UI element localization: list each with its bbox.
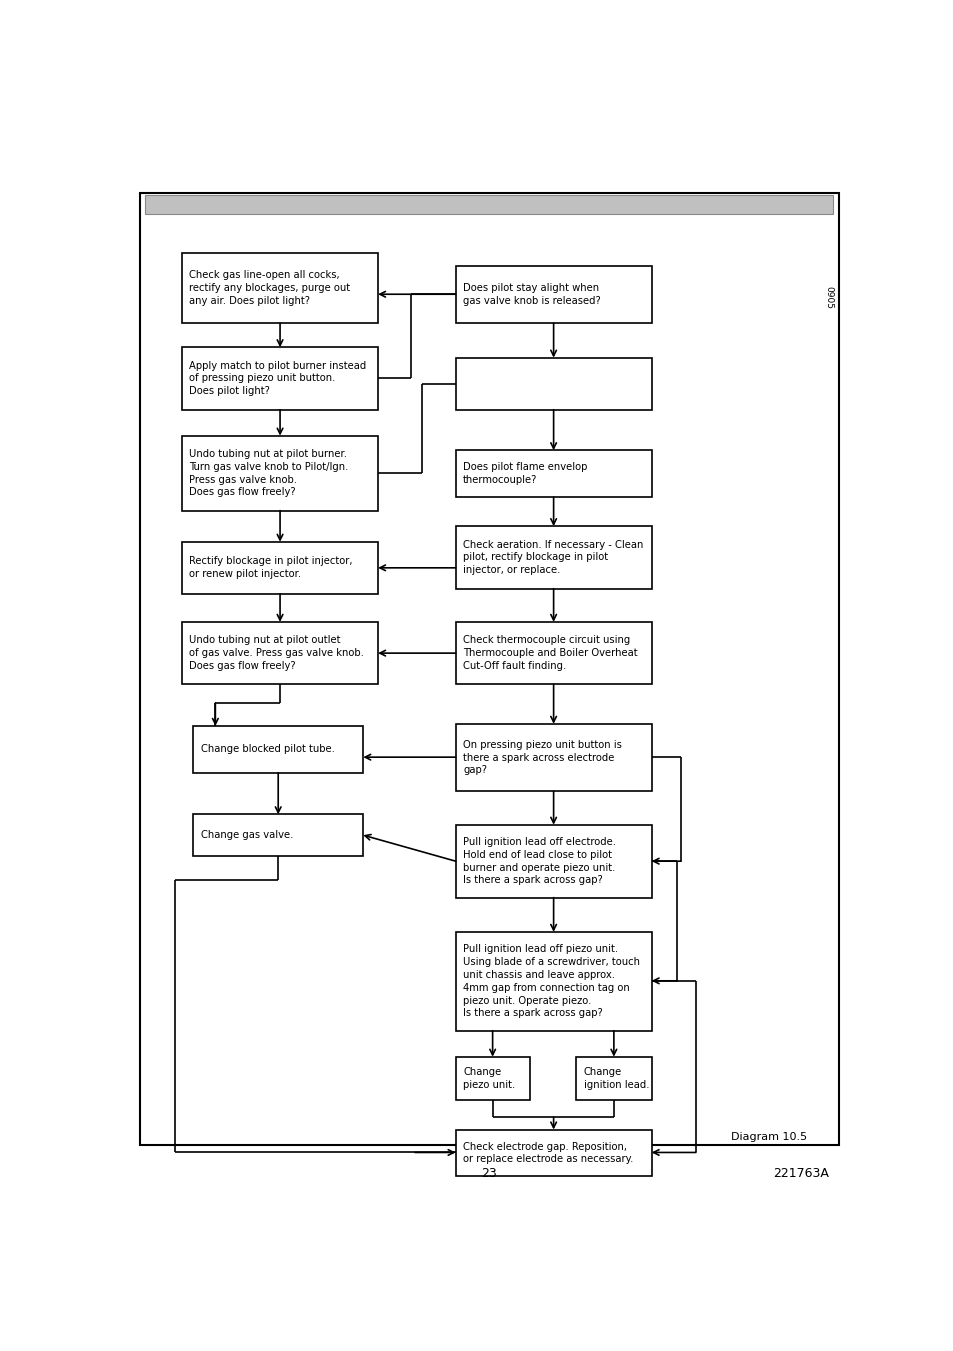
Bar [456,621,651,685]
Text: Check gas line-open all cocks,
rectify any blockages, purge out
any air. Does pi: Check gas line-open all cocks, rectify a… [190,270,351,305]
Text: Check electrode gap. Reposition,
or replace electrode as necessary.: Check electrode gap. Reposition, or repl… [462,1142,633,1165]
Text: Pull ignition lead off piezo unit.
Using blade of a screwdriver, touch
unit chas: Pull ignition lead off piezo unit. Using… [462,944,639,1019]
Text: Diagram 10.5: Diagram 10.5 [730,1132,806,1142]
Bar [456,1056,529,1101]
Bar [145,196,832,213]
Text: Undo tubing nut at pilot outlet
of gas valve. Press gas valve knob.
Does gas flo: Undo tubing nut at pilot outlet of gas v… [190,635,364,671]
Text: On pressing piezo unit button is
there a spark across electrode
gap?: On pressing piezo unit button is there a… [462,740,621,775]
Bar [456,526,651,589]
Text: Does pilot stay alight when
gas valve knob is released?: Does pilot stay alight when gas valve kn… [462,284,600,307]
Bar [182,542,377,594]
Bar [456,266,651,323]
Text: Apply match to pilot burner instead
of pressing piezo unit button.
Does pilot li: Apply match to pilot burner instead of p… [190,361,366,396]
Bar [456,932,651,1031]
Bar [456,1129,651,1177]
Bar [456,450,651,497]
Text: Change gas valve.: Change gas valve. [200,830,293,840]
Bar [193,725,363,773]
Bar [193,815,363,857]
Text: 221763A: 221763A [772,1167,828,1179]
Bar [456,824,651,897]
Bar [182,621,377,685]
Text: 23: 23 [480,1167,497,1179]
Text: Check thermocouple circuit using
Thermocouple and Boiler Overheat
Cut-Off fault : Check thermocouple circuit using Thermoc… [462,635,637,671]
Bar [182,347,377,409]
Bar [182,253,377,323]
Bar [182,436,377,511]
Text: 0905: 0905 [823,286,833,309]
Text: Change
piezo unit.: Change piezo unit. [462,1067,515,1090]
Bar [456,358,651,409]
Text: Does pilot flame envelop
thermocouple?: Does pilot flame envelop thermocouple? [462,462,587,485]
Text: Pull ignition lead off electrode.
Hold end of lead close to pilot
burner and ope: Pull ignition lead off electrode. Hold e… [462,838,616,885]
Bar [456,724,651,792]
Text: Change
ignition lead.: Change ignition lead. [583,1067,648,1090]
Text: Undo tubing nut at pilot burner.
Turn gas valve knob to Pilot/Ign.
Press gas val: Undo tubing nut at pilot burner. Turn ga… [190,449,349,497]
Text: Change blocked pilot tube.: Change blocked pilot tube. [200,744,335,754]
Text: Check aeration. If necessary - Clean
pilot, rectify blockage in pilot
injector, : Check aeration. If necessary - Clean pil… [462,539,642,576]
Bar [576,1056,651,1101]
Text: Rectify blockage in pilot injector,
or renew pilot injector.: Rectify blockage in pilot injector, or r… [190,557,353,580]
